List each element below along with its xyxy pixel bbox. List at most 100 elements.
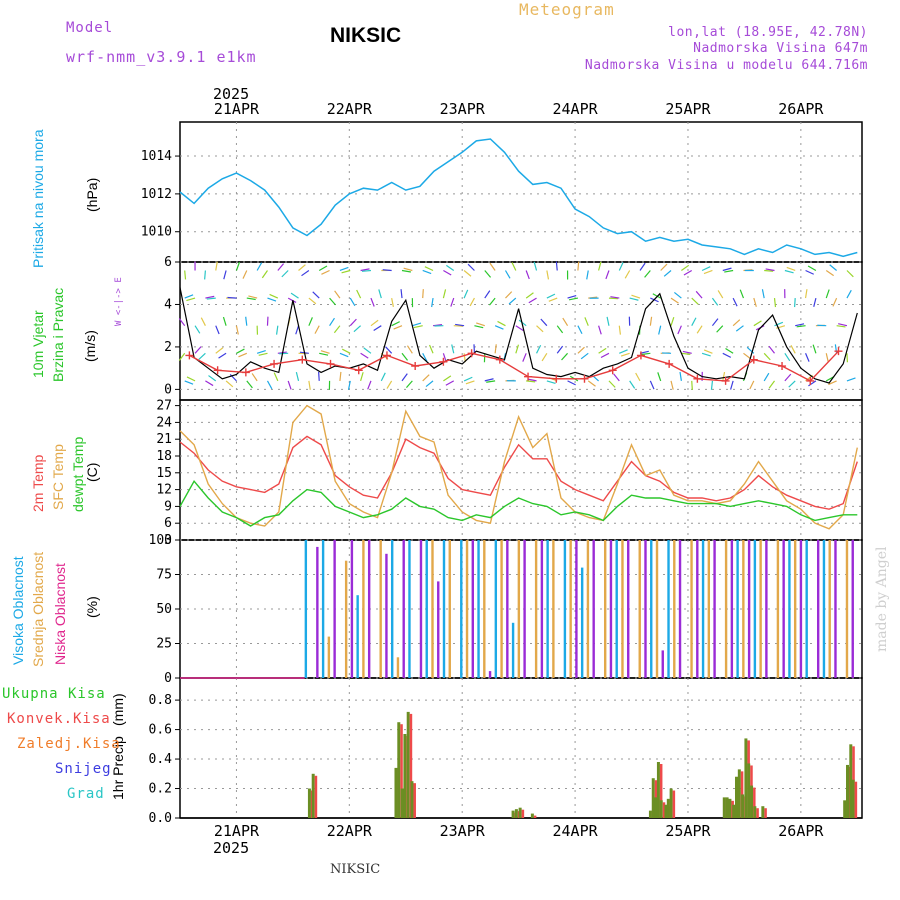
day-label-bottom-5: 26APR (778, 822, 824, 840)
wind-arrow-35 (251, 373, 258, 382)
wind-arrow-187 (562, 317, 569, 327)
wind-arrow-22 (222, 316, 227, 326)
wind-arrow-145 (484, 378, 494, 382)
wind-arrow-320 (846, 377, 856, 382)
wind-arrow-287 (774, 321, 784, 327)
wind-arrow-191 (577, 346, 585, 354)
precip-bar-conv-16 (662, 802, 666, 818)
cloud-bar-55 (621, 540, 624, 678)
wind-arrow-185 (567, 380, 576, 386)
wind-arrow-2 (178, 318, 186, 327)
temp-tick-label-8: 27 (156, 399, 172, 414)
wind-arrow-294 (784, 269, 794, 274)
wind-arrow-1 (178, 352, 186, 361)
wind-arrow-194 (577, 261, 580, 271)
cloud-bar-91 (828, 540, 831, 678)
wind-arrow-273 (739, 289, 745, 299)
wind-arrow-233 (652, 293, 661, 299)
wind-gust-mark-19 (721, 376, 730, 385)
wind-arrow-110 (405, 380, 413, 389)
wind-arrow-82 (349, 318, 357, 327)
wind-arrow-199 (586, 270, 589, 280)
wind-arrow-186 (561, 352, 569, 361)
wind-arrow-179 (546, 270, 550, 280)
wind-arrow-195 (587, 380, 596, 387)
wind-arrow-248 (691, 297, 699, 305)
wind-arrow-209 (605, 270, 610, 280)
wind-arrow-303 (804, 289, 808, 299)
wind-arrow-143 (469, 297, 475, 307)
wind-arrow-176 (541, 352, 548, 362)
cloud-bar-60 (650, 540, 653, 678)
cloud-bar-10 (362, 540, 365, 678)
wind-arrow-36 (256, 349, 266, 354)
wind-arrow-94 (361, 269, 372, 272)
wind-arrow-3 (184, 294, 194, 299)
precip-bar-29 (750, 785, 754, 818)
precip-tick-label-3: 0.6 (149, 723, 172, 738)
cloud-bar-65 (678, 540, 682, 678)
wind-arrow-123 (431, 297, 434, 308)
day-label-bottom-3: 24APR (553, 822, 599, 840)
wind-arrow-93 (370, 297, 375, 307)
wind-arrow-68 (312, 291, 320, 299)
wind-gust-mark-5 (326, 359, 335, 368)
wind-gust-mark-10 (467, 349, 476, 358)
wind-arrow-296 (790, 345, 796, 354)
precip-bar-11 (530, 813, 534, 818)
wind-arrow-105 (401, 373, 408, 382)
wind-arrow-7 (194, 325, 201, 334)
precip-tick-label-4: 0.8 (149, 693, 172, 708)
wind-arrow-304 (805, 269, 814, 275)
cloud-bar-48 (580, 567, 584, 678)
wind-arrow-72 (329, 317, 335, 327)
cloud-bar-5 (333, 540, 336, 678)
wind-arrow-184 (555, 261, 558, 271)
precip-bar-35 (851, 779, 855, 818)
wind-arrow-257 (711, 318, 719, 327)
wind-arrow-150 (486, 380, 496, 383)
pressure-tick-label-0: 1010 (141, 225, 172, 240)
cloud-bar-64 (673, 540, 676, 678)
wind-arrow-260 (722, 371, 726, 382)
precip-bar-10 (518, 807, 522, 818)
wind-arrow-59 (298, 264, 306, 271)
wind-arrow-4 (184, 270, 187, 280)
cloud-tick-label-1: 25 (156, 637, 172, 652)
station-title: NIKSIC (330, 24, 402, 47)
wind-arrow-88 (356, 289, 362, 299)
precip-bar-conv-11 (533, 815, 537, 818)
cloud-bar-50 (592, 540, 595, 678)
precip-bar-16 (659, 800, 663, 818)
wind-arrow-5 (186, 376, 196, 382)
wind-arrow-12 (200, 317, 206, 326)
cloud-bar-78 (753, 540, 757, 678)
temp-series-1 (179, 404, 858, 530)
wind-arrow-121 (428, 344, 434, 354)
wind-arrow-297 (795, 323, 805, 327)
cloud-bar-11 (367, 540, 371, 678)
wind-arrow-166 (522, 353, 527, 362)
wind-arrow-207 (606, 316, 610, 326)
wind-arrow-80 (347, 380, 351, 390)
wind-arrow-237 (670, 316, 675, 326)
cloud-bar-61 (655, 540, 659, 678)
cloud-bar-40 (534, 540, 538, 678)
wind-arrow-245 (691, 380, 693, 390)
wind-arrow-323 (846, 289, 852, 299)
wind-arrow-157 (497, 320, 506, 327)
wind-arrow-27 (235, 325, 239, 335)
wind-arrow-34 (242, 270, 248, 279)
wind-arrow-76 (339, 352, 349, 358)
precip-bar-21 (725, 797, 729, 818)
wind-arrow-283 (761, 289, 765, 299)
wind-gust-mark-15 (608, 366, 617, 375)
precip-bar-13 (651, 778, 655, 818)
wind-arrow-205 (608, 380, 616, 388)
wind-gust-mark-11 (495, 355, 504, 364)
wind-gust-mark-14 (580, 374, 589, 383)
wind-arrow-154 (489, 262, 496, 271)
wind-arrow-239 (663, 270, 672, 277)
precip-bar-14 (654, 797, 658, 818)
